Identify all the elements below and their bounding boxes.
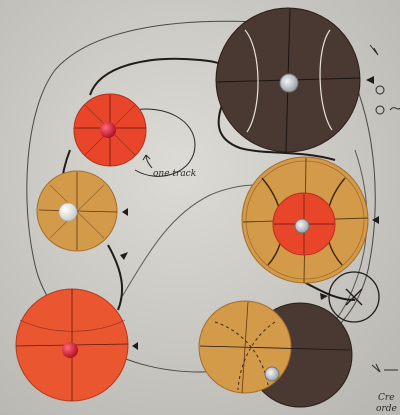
disc-ochre-left xyxy=(36,170,128,252)
small-circle-outline xyxy=(328,271,380,323)
disc-ochre-brown-bottom-right xyxy=(198,300,353,408)
pin-red-icon xyxy=(62,342,78,358)
pin-clear-icon xyxy=(279,73,299,93)
corner-label: Cre xyxy=(378,393,395,403)
belt-right xyxy=(217,104,336,161)
disc-red-top-left xyxy=(73,93,147,167)
one-track-loop xyxy=(134,108,196,177)
margin-notes xyxy=(369,44,400,373)
corner-label-2: orde xyxy=(376,404,397,414)
pin-clear-icon xyxy=(294,218,310,234)
arrow-mark xyxy=(320,293,328,300)
disc-red-bottom-left xyxy=(15,288,138,402)
belt-left-lower xyxy=(107,244,124,311)
pin-red-icon xyxy=(100,122,116,138)
disc-brown-top-right xyxy=(215,7,374,153)
x-mark xyxy=(345,288,363,306)
arrow-mark xyxy=(120,252,128,260)
disc-ochre-right-with-red xyxy=(241,156,379,284)
pin-white-icon xyxy=(58,202,78,222)
pin-clear-icon xyxy=(264,366,280,382)
one-track-label: one track xyxy=(153,169,196,179)
label-arrow xyxy=(142,154,153,169)
